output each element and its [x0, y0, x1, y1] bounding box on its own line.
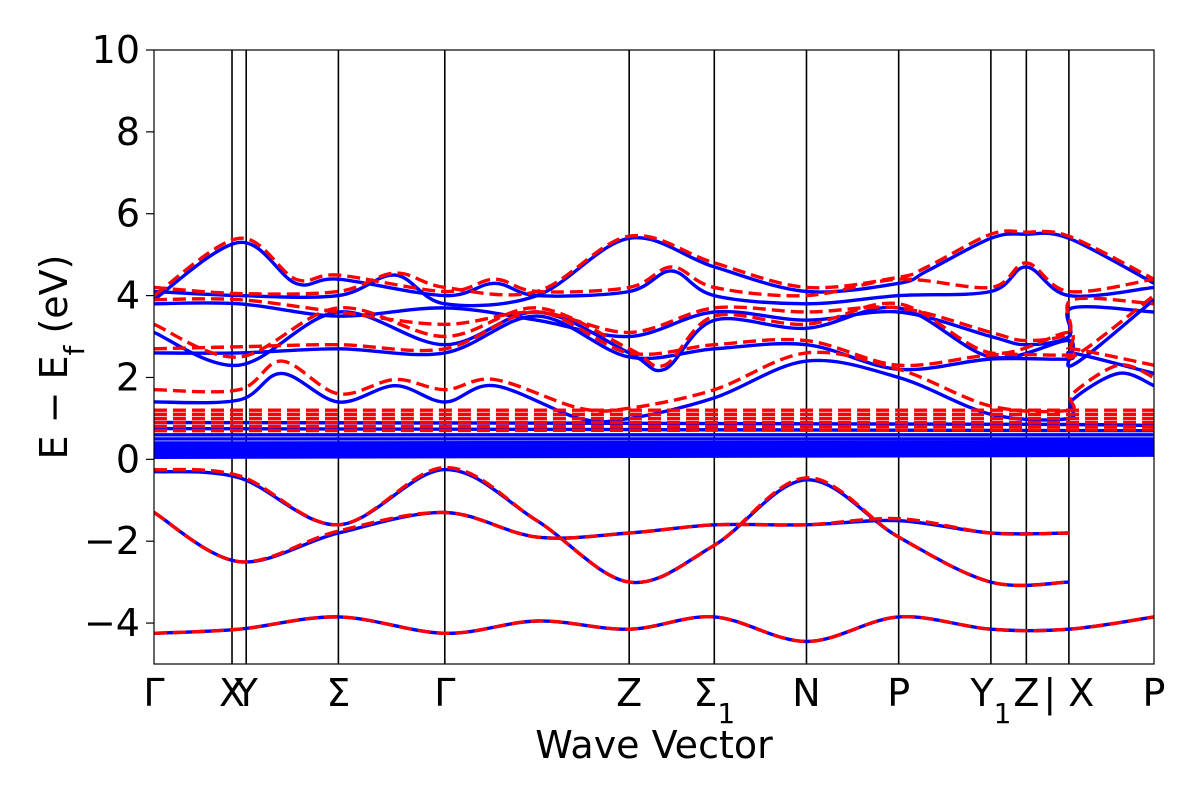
x-tick-label-sub: 1 — [994, 697, 1012, 730]
y-ticks: 10 8 6 4 2 0 −2 −4 — [84, 28, 154, 645]
x-tick-label-main: Z — [616, 671, 642, 715]
x-tick-label: Z — [616, 671, 642, 715]
x-tick-label-main: N — [792, 671, 820, 715]
x-tick-label-main: Σ — [693, 671, 717, 715]
x-tick-label-main: Z — [1013, 671, 1039, 715]
y-tick-label: 6 — [116, 192, 140, 236]
y-axis-title-main: E − E — [32, 355, 76, 459]
x-tick-label-main: X — [219, 671, 245, 715]
y-tick-label: −4 — [84, 601, 140, 645]
band-line-solid — [154, 240, 1154, 306]
x-tick-label: Σ1 — [693, 671, 735, 730]
x-tick-label: | X — [1043, 671, 1094, 716]
y-tick-label: 2 — [116, 355, 140, 399]
band-line-solid — [154, 451, 1154, 457]
x-tick-label: Z — [1013, 671, 1039, 715]
x-tick-label-main: Y — [969, 671, 994, 715]
band-line-solid — [154, 301, 1154, 347]
band-line-dashed — [154, 310, 1154, 368]
x-tick-label: P — [1143, 671, 1166, 715]
band-line-solid — [154, 446, 1154, 451]
band-line-dashed — [154, 510, 1069, 564]
x-tick-label-main: P — [887, 671, 910, 715]
band-line-solid — [154, 467, 1069, 588]
x-tick-label: Γ — [143, 671, 164, 715]
x-axis-title: Wave Vector — [535, 723, 773, 767]
x-tick-label: N — [792, 671, 820, 715]
band-line-dashed — [154, 350, 1154, 414]
band-line-dashed — [154, 428, 1154, 433]
y-tick-label: 4 — [116, 274, 140, 318]
y-axis-title-sub: f — [58, 344, 91, 355]
x-tick-label-main: Γ — [434, 671, 455, 715]
band-line-solid — [154, 443, 1154, 448]
x-tick-label: Y — [234, 671, 259, 715]
x-tick-label: Γ — [434, 671, 455, 715]
band-line-dashed — [154, 294, 1154, 369]
y-tick-label: 10 — [92, 28, 140, 72]
x-tick-label-main: Γ — [143, 671, 164, 715]
x-tick-label: Σ — [326, 671, 350, 715]
bands — [154, 229, 1154, 644]
band-line-solid — [154, 440, 1154, 445]
x-tick-label-main: P — [1143, 671, 1166, 715]
plot-frame — [153, 49, 1155, 665]
band-line-dashed — [154, 465, 1069, 588]
band-line-solid — [154, 615, 1154, 644]
y-axis-title-unit: (eV) — [32, 255, 76, 346]
y-tick-label: −2 — [84, 519, 140, 563]
band-line-dashed — [154, 236, 1154, 298]
x-tick-label: X — [219, 671, 245, 715]
x-tick-label-main: Y — [234, 671, 259, 715]
x-tick-label: Y1 — [969, 671, 1011, 730]
x-tick-label-main: | X — [1043, 671, 1094, 716]
x-tick-label-main: Σ — [326, 671, 350, 715]
band-line-dashed — [154, 229, 1154, 297]
band-line-solid — [154, 231, 1154, 308]
band-line-dashed — [154, 296, 1154, 343]
x-tick-label: P — [887, 671, 910, 715]
band-line-solid — [154, 453, 1154, 459]
y-tick-label: 8 — [116, 110, 140, 154]
x-tick-label-sub: 1 — [717, 697, 735, 730]
y-tick-label: 0 — [116, 437, 140, 481]
y-axis-title: E − Ef (eV) — [32, 255, 91, 460]
band-line-solid — [154, 448, 1154, 454]
band-line-solid — [154, 314, 1154, 376]
